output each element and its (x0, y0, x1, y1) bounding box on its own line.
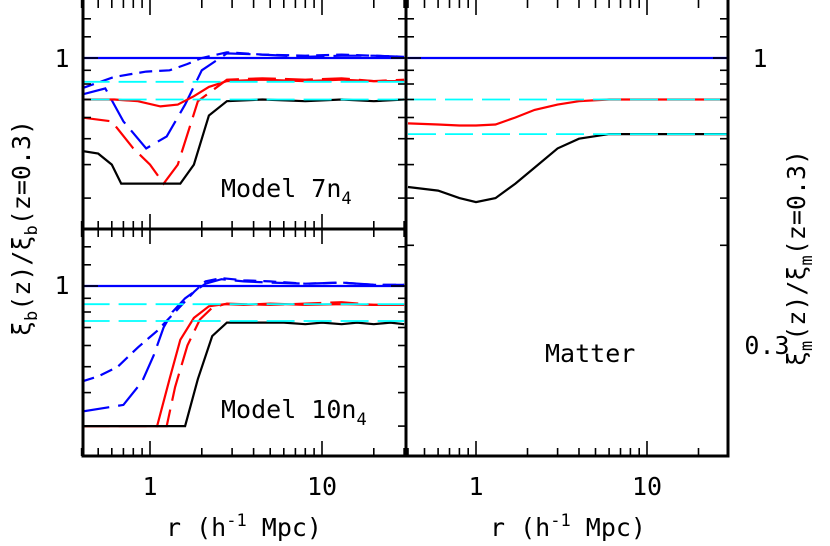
ylabel-right: ξm(z)/ξm(z=0.3) (782, 150, 817, 366)
series-bottom-left (83, 276, 405, 428)
xtick-label-right-1: 1 (468, 472, 483, 501)
panel-label-right: Matter (545, 339, 635, 368)
series-line-top-left-5 (83, 98, 405, 185)
panel-label-bottom-left: Model 10n4 (221, 395, 367, 430)
series-line-top-left-2 (83, 52, 405, 150)
series-right (407, 56, 728, 204)
series-line-top-left-4 (83, 77, 405, 186)
xlabel-left: r (h-1 Mpc) (166, 511, 322, 542)
panel-frame-right (404, 0, 730, 458)
series-line-right-2 (407, 133, 728, 204)
ytick-label-top-left: 1 (54, 44, 69, 73)
series-line-bottom-left-2 (83, 278, 405, 413)
ytick-label-right-0.3: 0.3 (744, 331, 789, 360)
xtick-label-right-10: 10 (632, 472, 662, 501)
series-line-right-1 (407, 98, 728, 127)
xtick-label-left-1: 1 (142, 472, 157, 501)
series-top-left (83, 51, 405, 186)
xlabel-right: r (h-1 Mpc) (490, 511, 646, 542)
ylabel-left: ξb(z)/ξb(z=0.3) (7, 120, 42, 336)
series-line-bottom-left-4 (83, 301, 405, 428)
ytick-label-right-1: 1 (752, 44, 767, 73)
series-line-bottom-left-5 (83, 321, 405, 428)
panel-label-top-left: Model 7n4 (221, 174, 352, 209)
xtick-label-left-10: 10 (307, 472, 337, 501)
ytick-label-bottom-left: 1 (54, 271, 69, 300)
series-line-top-left-3 (83, 78, 405, 108)
series-line-bottom-left-1 (83, 276, 405, 383)
